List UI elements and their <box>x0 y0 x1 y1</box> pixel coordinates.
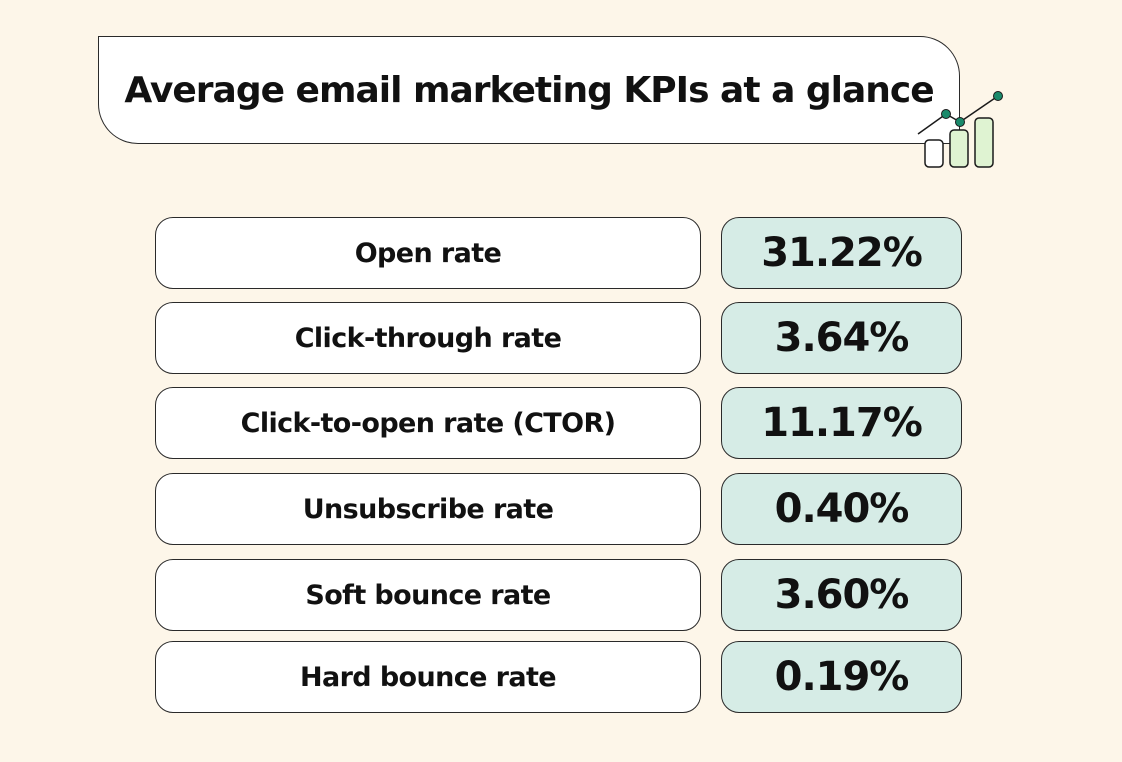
kpi-row: Click-through rate 3.64% <box>155 302 963 374</box>
deco-bar <box>949 129 969 168</box>
deco-bar <box>974 117 994 168</box>
kpi-label-pill: Click-to-open rate (CTOR) <box>155 387 701 459</box>
deco-bar <box>924 139 944 168</box>
kpi-label-pill: Click-through rate <box>155 302 701 374</box>
kpi-value-pill: 0.40% <box>721 473 962 545</box>
bar-chart-growth-icon <box>917 91 1003 168</box>
kpi-value-pill: 31.22% <box>721 217 962 289</box>
kpi-label: Click-to-open rate (CTOR) <box>240 407 616 439</box>
kpi-row: Unsubscribe rate 0.40% <box>155 473 963 545</box>
kpi-label-pill: Hard bounce rate <box>155 641 701 713</box>
kpi-value-pill: 11.17% <box>721 387 962 459</box>
kpi-label-pill: Open rate <box>155 217 701 289</box>
kpi-row: Soft bounce rate 3.60% <box>155 559 963 631</box>
kpi-row: Hard bounce rate 0.19% <box>155 641 963 713</box>
trend-line-segment <box>917 113 947 135</box>
kpi-label: Soft bounce rate <box>305 579 551 611</box>
kpi-value: 3.64% <box>774 315 910 361</box>
kpi-value: 0.40% <box>774 486 910 532</box>
kpi-label: Hard bounce rate <box>299 661 557 693</box>
trend-point <box>941 109 951 119</box>
kpi-value: 31.22% <box>761 230 923 276</box>
kpi-label-pill: Unsubscribe rate <box>155 473 701 545</box>
kpi-value: 0.19% <box>774 654 910 700</box>
kpi-label-pill: Soft bounce rate <box>155 559 701 631</box>
kpi-value: 3.60% <box>774 572 910 618</box>
trend-line-segment <box>959 95 999 123</box>
kpi-row: Open rate 31.22% <box>155 217 963 289</box>
kpi-value: 11.17% <box>761 400 923 446</box>
kpi-value-pill: 3.64% <box>721 302 962 374</box>
kpi-label: Click-through rate <box>294 322 562 354</box>
kpi-value-pill: 3.60% <box>721 559 962 631</box>
trend-point <box>993 91 1003 101</box>
kpi-value-pill: 0.19% <box>721 641 962 713</box>
kpi-row: Click-to-open rate (CTOR) 11.17% <box>155 387 963 459</box>
title-card: Average email marketing KPIs at a glance <box>98 36 960 144</box>
kpi-label: Unsubscribe rate <box>302 493 554 525</box>
trend-point <box>955 117 965 127</box>
kpi-label: Open rate <box>354 237 502 269</box>
page-title: Average email marketing KPIs at a glance <box>124 69 934 111</box>
